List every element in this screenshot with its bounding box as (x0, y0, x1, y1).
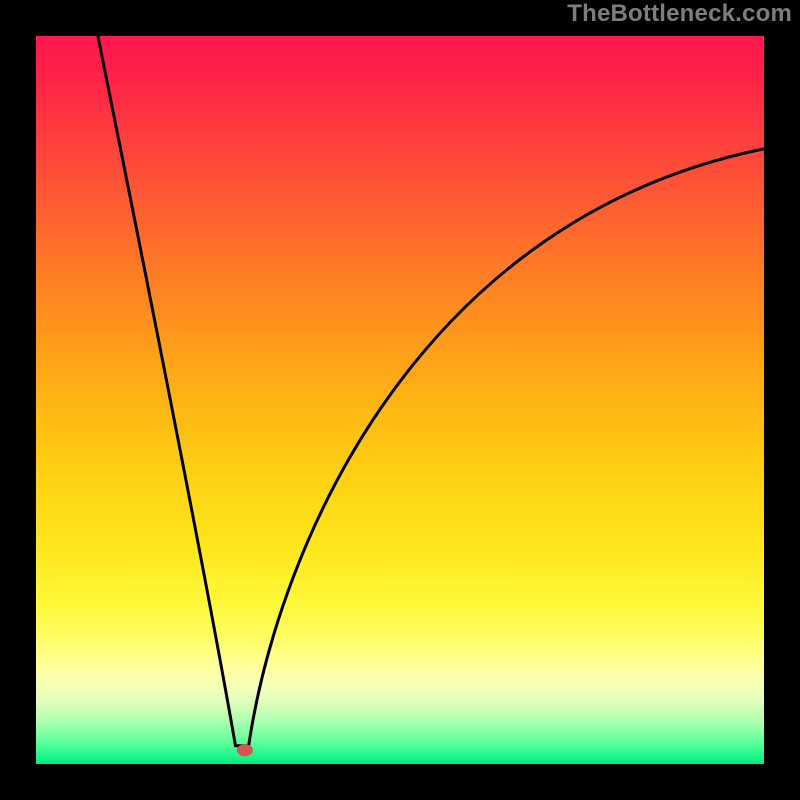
optimal-marker (237, 744, 253, 756)
plot-background (36, 36, 764, 764)
chart-stage: TheBottleneck.com (0, 0, 800, 800)
watermark-text: TheBottleneck.com (567, 0, 792, 28)
chart-svg (0, 0, 800, 800)
